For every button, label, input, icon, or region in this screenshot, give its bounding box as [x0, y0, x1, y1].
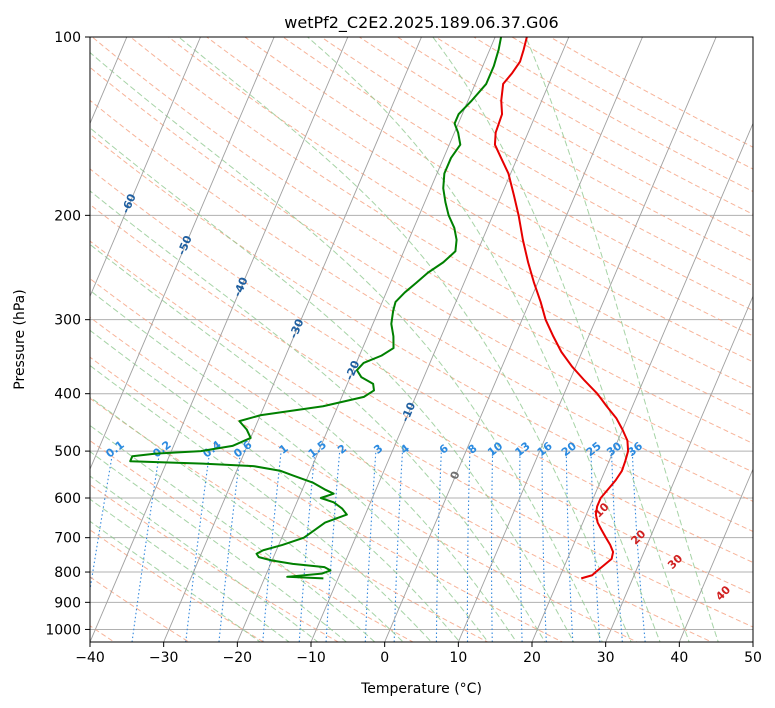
x-tick-label: −20: [223, 650, 253, 666]
isotherm-layer: [90, 37, 753, 642]
dry-adiabat: [90, 529, 265, 642]
dry-adiabat: [549, 37, 753, 148]
x-tick-label: 20: [523, 650, 541, 666]
moist-adiabat: [432, 37, 690, 642]
y-axis-label: Pressure (hPa): [12, 289, 28, 389]
x-tick-label: 50: [744, 650, 762, 666]
isotherm-line: [90, 37, 201, 298]
y-tick-label: 500: [54, 444, 81, 460]
isotherm-line: [531, 122, 753, 642]
dry-adiabat: [90, 356, 564, 642]
y-tick-label: 300: [54, 313, 81, 329]
dry-adiabat: [434, 37, 753, 215]
moist-adiabat: [90, 127, 575, 642]
y-tick-label: 600: [54, 491, 81, 507]
isotherm-line: [678, 467, 753, 642]
dry-adiabat: [511, 37, 753, 170]
mixing-ratio-layer: [90, 451, 646, 642]
dry-adiabat: [90, 278, 713, 642]
dry-adiabat: [90, 168, 753, 563]
isotherm-line: [90, 37, 275, 471]
x-axis-label: Temperature (°C): [360, 681, 482, 697]
x-tick-label: −10: [296, 650, 326, 666]
mixing-ratio-line: [519, 451, 523, 642]
y-tick-label: 400: [54, 387, 81, 403]
chart-title: wetPf2_C2E2.2025.189.06.37.G06: [284, 13, 558, 33]
mixing-ratio-line: [491, 451, 494, 642]
dry-adiabat-layer: [90, 37, 753, 642]
x-tick-label: 10: [449, 650, 467, 666]
dry-adiabat: [205, 37, 753, 363]
x-tick-label: −40: [75, 650, 105, 666]
isotherm-line: [90, 37, 349, 642]
dry-adiabat: [90, 440, 414, 642]
dry-adiabat: [282, 37, 753, 312]
moist-adiabat: [90, 475, 319, 642]
mixing-ratio-line: [565, 451, 574, 642]
x-tick-label: 0: [380, 650, 389, 666]
mixing-ratio-line: [393, 451, 404, 642]
dry-adiabat: [90, 66, 753, 473]
moist-adiabat: [90, 451, 348, 642]
moist-adiabat: [90, 364, 433, 642]
dry-adiabat: [90, 316, 639, 642]
isotherm-line: [457, 37, 717, 642]
moist-adiabat: [90, 520, 262, 642]
y-tick-label: 1000: [45, 622, 81, 638]
moist-adiabat: [90, 289, 489, 642]
y-tick-label: 200: [54, 208, 81, 224]
dry-adiabat: [472, 37, 753, 193]
dry-adiabat: [90, 99, 753, 502]
dry-adiabat: [396, 37, 753, 239]
isotherm-line: [384, 37, 643, 642]
moist-adiabat: [90, 498, 290, 642]
temperature-profile-line: [493, 37, 630, 580]
x-tick-label: −30: [149, 650, 179, 666]
plot-frame: [89, 36, 754, 643]
dry-adiabat: [244, 37, 753, 337]
isotherm-line: [163, 37, 422, 642]
dry-adiabat: [90, 240, 753, 628]
dry-adiabat: [90, 397, 489, 642]
y-tick-label: 900: [54, 595, 81, 611]
isotherm-line: [605, 295, 753, 642]
moist-adiabat: [90, 190, 546, 642]
moist-adiabat: [525, 37, 719, 642]
dry-adiabat: [90, 483, 340, 642]
dry-adiabat: [91, 37, 753, 445]
mixing-ratio-line: [466, 451, 471, 642]
mixing-ratio-line: [435, 451, 442, 642]
y-tick-label: 800: [54, 565, 81, 581]
y-tick-label: 700: [54, 531, 81, 547]
series-layer: [129, 37, 630, 580]
x-tick-label: 40: [670, 650, 688, 666]
axes-layer: −40 −30 −20 −10 0 10 20 30 40 50 100 200 300 400 500 60…: [45, 30, 762, 666]
isotherm-line: [310, 37, 570, 642]
dry-adiabat: [167, 37, 753, 389]
mixing-ratio-line: [364, 451, 377, 642]
dry-adiabat: [129, 37, 753, 417]
x-tick-label: 30: [597, 650, 615, 666]
moist-adiabat: [90, 51, 603, 642]
mixing-ratio-line: [541, 451, 547, 642]
moist-adiabat: [90, 243, 518, 642]
dewpoint-profile-line: [129, 37, 503, 580]
y-tick-label: 100: [54, 30, 81, 46]
moist-adiabat: [90, 424, 376, 642]
mixing-ratio-line: [325, 451, 341, 642]
moist-adiabat: [90, 329, 461, 642]
isotherm-line: [236, 37, 496, 642]
moist-adiabat: [307, 37, 661, 642]
